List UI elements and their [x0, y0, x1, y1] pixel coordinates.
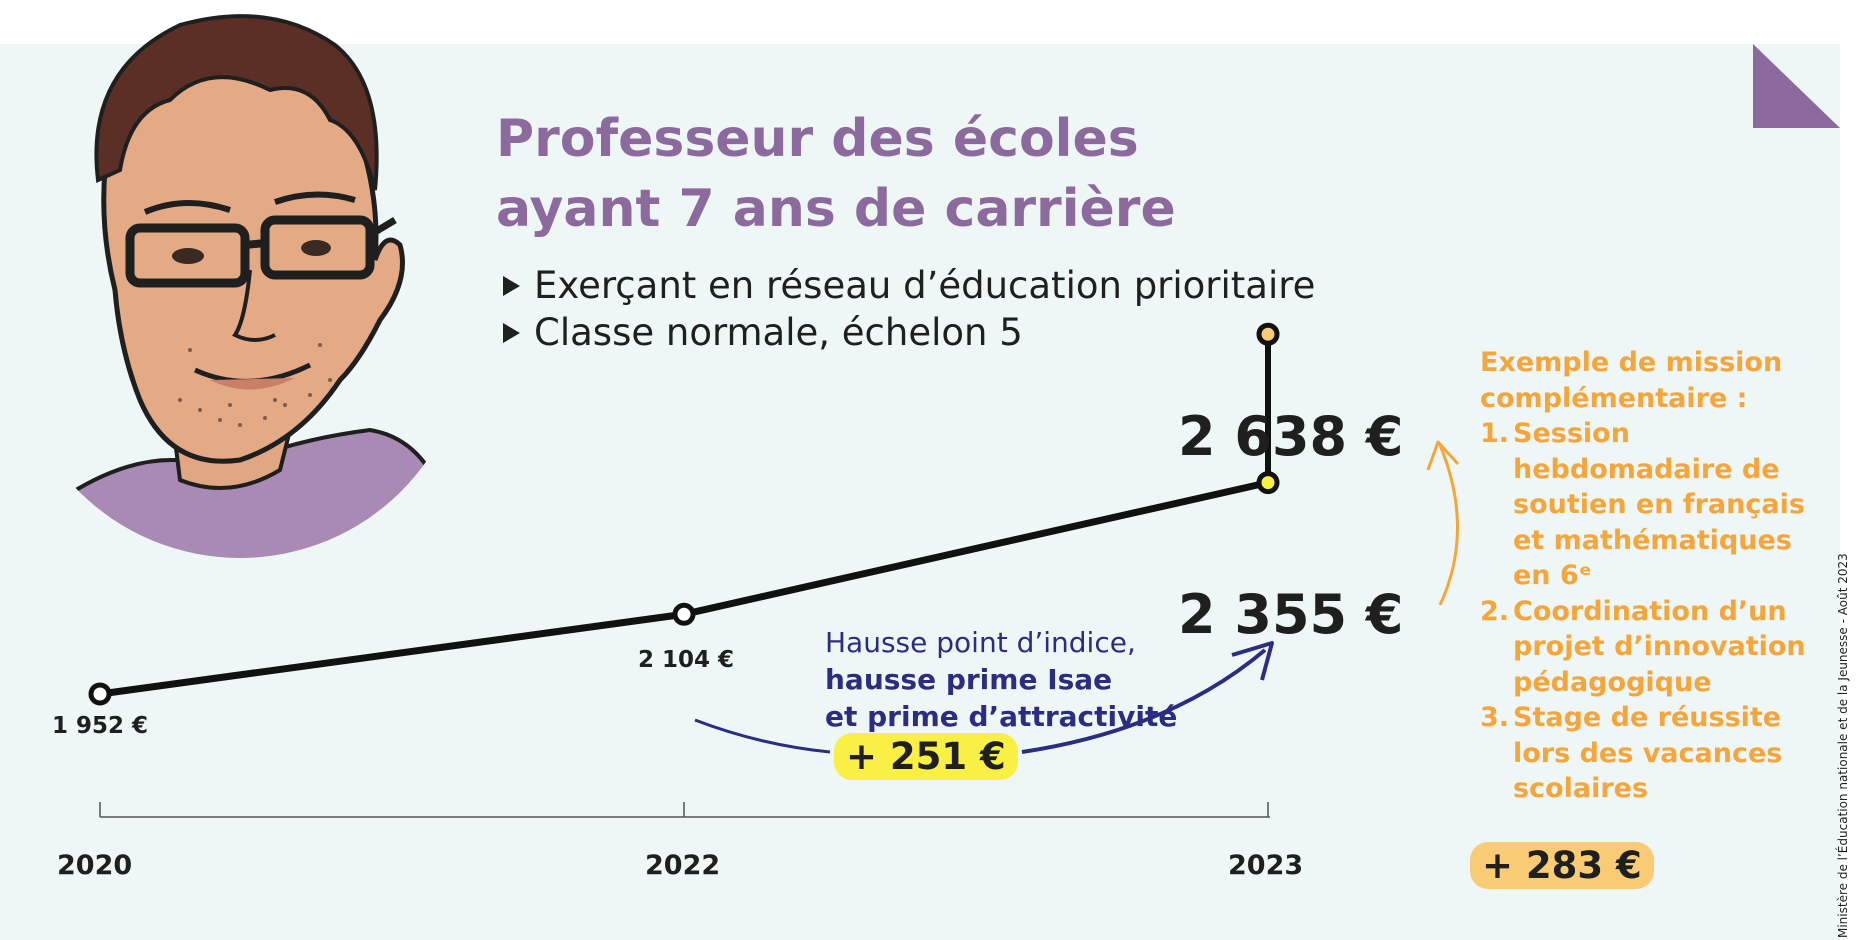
blue-arrow	[1021, 648, 1267, 754]
mission-item-text: Stage de réussite lors des vacances scol…	[1513, 702, 1783, 804]
mission-item: 2. Coordination d’un projet d’innovation …	[1480, 594, 1810, 701]
page-title: Professeur des écoles ayant 7 ans de car…	[496, 104, 1176, 244]
credit-text: Ministère de l’Éducation nationale et de…	[1836, 553, 1850, 938]
increase-badge-251: + 251 €	[834, 733, 1018, 780]
value-label-2638: 2 638 €	[1178, 405, 1404, 468]
bullet-text: Exerçant en réseau d’éducation prioritai…	[534, 264, 1316, 307]
annotation-line-1: Hausse point d’indice,	[825, 626, 1136, 659]
bullet-item: Exerçant en réseau d’éducation prioritai…	[503, 262, 1315, 309]
mission-item: 3. Stage de réussite lors des vacances sc…	[1480, 700, 1810, 807]
blue-arrow-head	[1231, 641, 1274, 681]
mission-heading-1: Exemple de mission	[1480, 347, 1783, 378]
x-tick-label-2023: 2023	[1228, 850, 1304, 881]
value-label-2104: 2 104 €	[638, 647, 735, 673]
title-line-1: Professeur des écoles	[496, 109, 1139, 169]
mission-box: Exemple de mission complémentaire : 1. Se…	[1480, 345, 1810, 807]
mission-item-number: 2.	[1480, 595, 1510, 627]
annotation-line-2: hausse prime Isae	[825, 663, 1113, 696]
teacher-portrait	[37, 14, 450, 558]
blue-arrow	[694, 718, 831, 754]
bullet-item: Classe normale, échelon 5	[503, 309, 1315, 356]
mission-heading-2: complémentaire :	[1480, 382, 1748, 414]
mission-item: 1. Session hebdomadaire de soutien en fra…	[1480, 416, 1810, 594]
orange-arrow	[1438, 444, 1459, 606]
mission-item-number: 1.	[1480, 418, 1510, 449]
value-label-1952: 1 952 €	[52, 713, 149, 739]
title-line-2: ayant 7 ans de carrière	[496, 179, 1176, 239]
data-point	[1256, 471, 1280, 495]
data-point-mission	[1256, 322, 1280, 346]
value-label-2355: 2 355 €	[1178, 583, 1404, 646]
data-point	[88, 682, 112, 706]
bullet-text: Classe normale, échelon 5	[534, 311, 1023, 354]
mission-list: 1. Session hebdomadaire de soutien en fra…	[1480, 416, 1810, 807]
orange-arrow-head	[1426, 440, 1460, 471]
mission-item-text: Coordination d’un projet d’innovation pé…	[1513, 595, 1806, 698]
bullet-list: Exerçant en réseau d’éducation prioritai…	[503, 262, 1315, 356]
triangle-bullet-icon	[503, 275, 520, 296]
x-tick-label-2020: 2020	[57, 850, 133, 881]
mission-item-number: 3.	[1480, 702, 1510, 733]
annotation-line-3: et prime d’attractivité	[825, 700, 1178, 733]
x-tick-label-2022: 2022	[645, 850, 721, 881]
data-point	[672, 602, 696, 626]
increase-badge-283: + 283 €	[1470, 842, 1654, 889]
triangle-bullet-icon	[503, 322, 520, 343]
increase-annotation: Hausse point d’indice, hausse prime Isae…	[825, 624, 1177, 735]
mission-item-text: Session hebdomadaire de soutien en franç…	[1513, 418, 1805, 591]
corner-fold	[1753, 44, 1840, 128]
